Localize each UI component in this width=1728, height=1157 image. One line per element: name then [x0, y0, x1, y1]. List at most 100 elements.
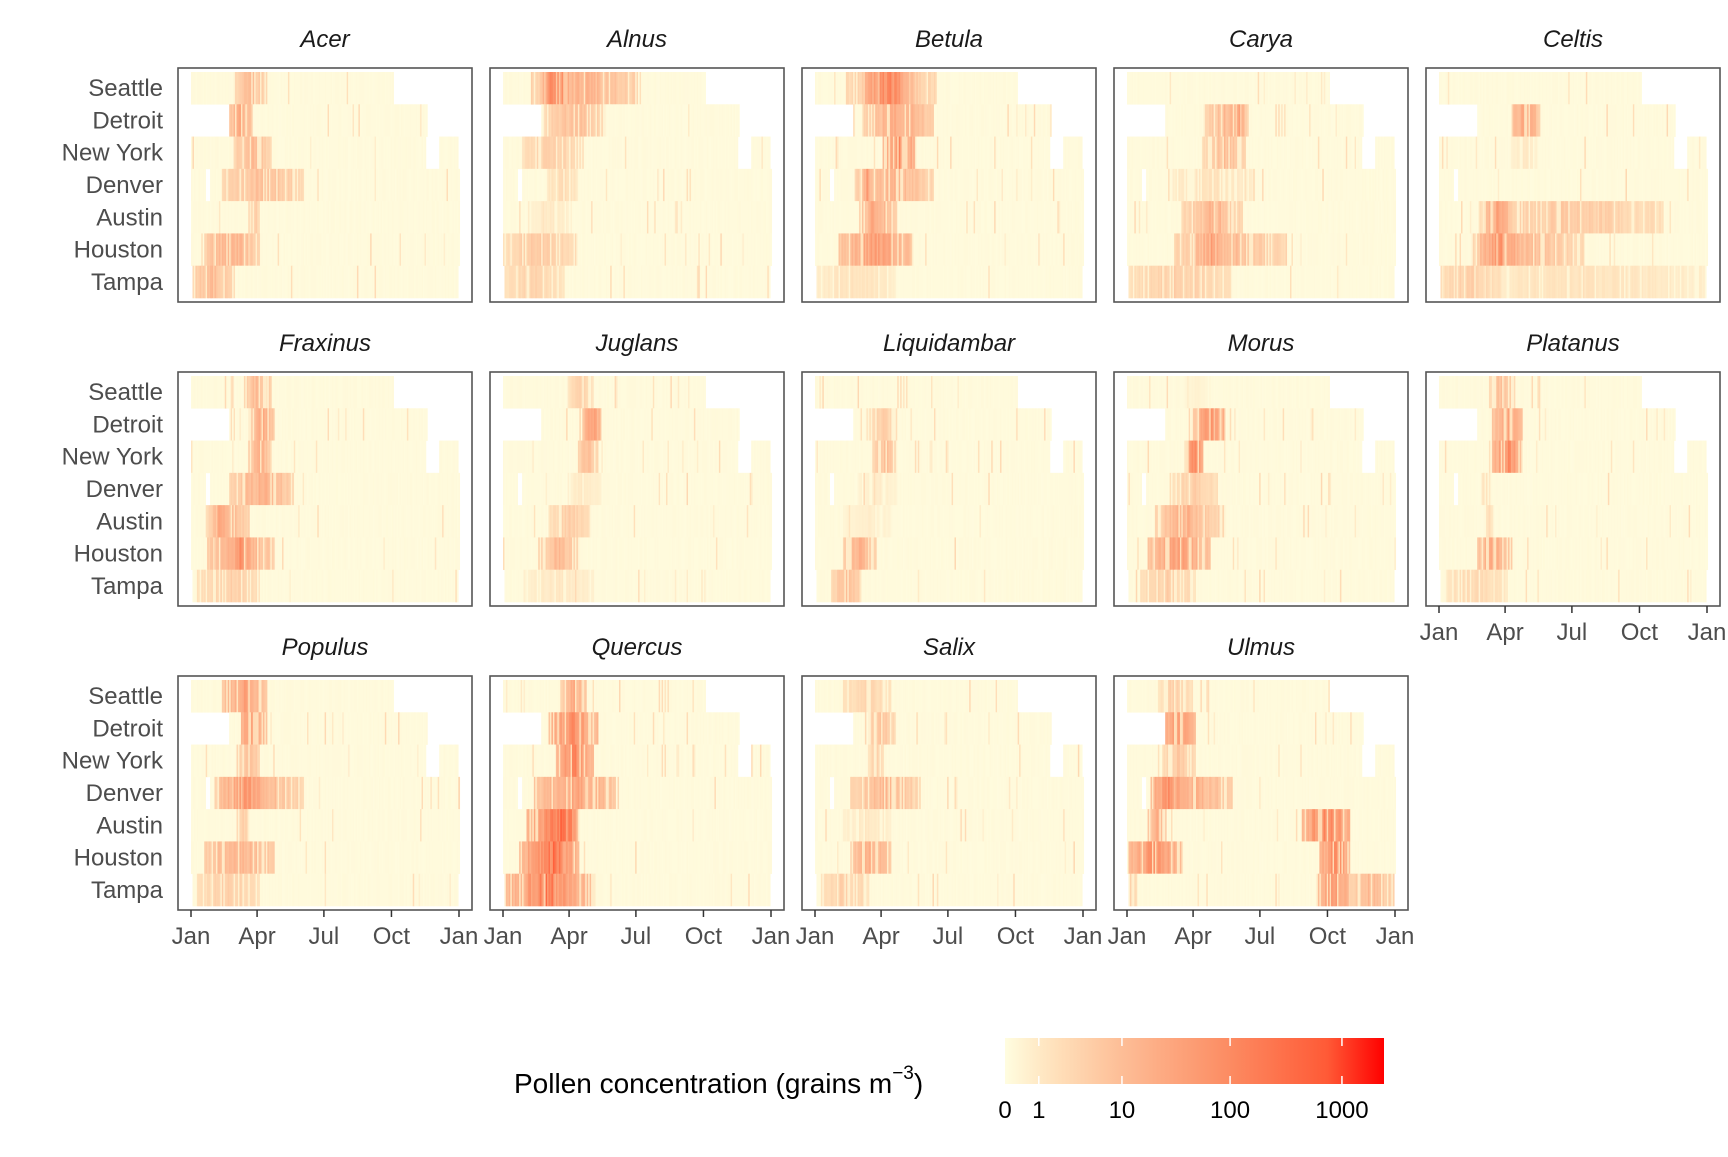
heat-cell	[505, 72, 508, 105]
heat-cell	[1074, 136, 1077, 170]
heat-cell	[579, 201, 582, 234]
heat-cell	[230, 136, 233, 170]
heat-cell	[580, 136, 583, 170]
heat-cell	[726, 168, 728, 202]
heat-cell	[359, 168, 362, 202]
heat-cell	[192, 265, 195, 299]
heat-cell	[402, 104, 405, 137]
heat-cell	[387, 136, 390, 170]
heat-cell	[623, 201, 626, 234]
heat-cell	[611, 104, 614, 137]
heat-cell	[204, 136, 206, 170]
heat-cell	[607, 72, 610, 105]
heat-cell	[215, 265, 218, 299]
heat-cell	[423, 265, 425, 299]
heat-cell	[258, 233, 261, 267]
heat-cell	[866, 72, 869, 105]
heat-cell	[1011, 168, 1014, 202]
heat-cell	[201, 136, 204, 170]
heat-cell	[658, 201, 661, 234]
heat-cell	[445, 168, 447, 202]
heat-cell	[378, 136, 381, 170]
heat-cell	[412, 168, 415, 202]
heat-cell	[1005, 168, 1008, 202]
heat-cell	[589, 104, 592, 137]
heat-cell	[886, 136, 889, 170]
heat-cell	[336, 72, 339, 105]
heat-cell	[279, 136, 281, 170]
heat-cell	[227, 72, 230, 105]
heat-cell	[1071, 136, 1074, 170]
heat-cell	[345, 233, 347, 267]
heat-cell	[450, 136, 453, 170]
heat-cell	[548, 265, 551, 299]
heat-cell	[908, 72, 911, 105]
heat-cell	[822, 168, 825, 202]
heat-cell	[695, 136, 698, 170]
heat-cell	[236, 233, 239, 267]
heat-cell	[680, 72, 683, 105]
heat-cell	[414, 233, 416, 267]
heat-cell	[402, 265, 405, 299]
heat-cell	[236, 72, 239, 105]
heat-cell	[504, 233, 507, 267]
heat-cell	[885, 104, 888, 137]
heat-cell	[856, 72, 858, 105]
heat-cell	[339, 201, 342, 234]
heat-cell	[255, 233, 258, 267]
heat-cell	[374, 104, 377, 137]
heat-cell	[759, 233, 762, 267]
heat-cell	[208, 201, 211, 234]
heat-cell	[545, 72, 548, 105]
heat-cell	[249, 265, 252, 299]
heat-cell	[636, 168, 639, 202]
heat-cell	[895, 104, 898, 137]
heat-cell	[947, 136, 949, 170]
heat-cell	[654, 136, 657, 170]
heat-cell	[663, 72, 665, 105]
heat-cell	[217, 265, 220, 299]
heat-cell	[511, 72, 514, 105]
heat-cell	[614, 136, 617, 170]
heat-cell	[850, 72, 853, 105]
heat-cell	[892, 72, 895, 105]
heat-cell	[867, 72, 870, 105]
heat-cell	[245, 168, 248, 202]
heat-cell	[629, 104, 632, 137]
heat-cell	[903, 72, 905, 105]
heat-cell	[380, 201, 383, 234]
heat-cell	[311, 168, 314, 202]
heat-cell	[362, 201, 365, 234]
heat-cell	[652, 265, 655, 299]
heat-cell	[904, 136, 907, 170]
heat-cell	[220, 136, 223, 170]
heat-cell	[765, 136, 768, 170]
heat-cell	[762, 136, 765, 170]
heat-cell	[330, 72, 333, 105]
heat-cell	[286, 72, 289, 105]
heat-cell	[449, 265, 452, 299]
heat-cell	[312, 265, 315, 299]
heat-cell	[658, 72, 661, 105]
heat-cell	[283, 72, 286, 105]
heat-cell	[861, 72, 864, 105]
heat-cell	[564, 72, 567, 105]
heat-cell	[390, 136, 393, 170]
heat-cell	[643, 168, 646, 202]
heat-cell	[271, 233, 274, 267]
heat-cell	[305, 265, 308, 299]
heat-cell	[334, 265, 337, 299]
heat-cell	[370, 72, 372, 105]
heat-cell	[967, 136, 970, 170]
heat-cell	[458, 168, 461, 202]
heat-cell	[268, 104, 271, 137]
heat-cell	[680, 168, 683, 202]
heat-cell	[544, 104, 546, 137]
heat-cell	[320, 233, 322, 267]
heat-cell	[1024, 104, 1027, 137]
heat-cell	[976, 168, 979, 202]
heat-cell	[1394, 168, 1397, 202]
heat-cell	[817, 136, 820, 170]
heat-cell	[296, 201, 299, 234]
